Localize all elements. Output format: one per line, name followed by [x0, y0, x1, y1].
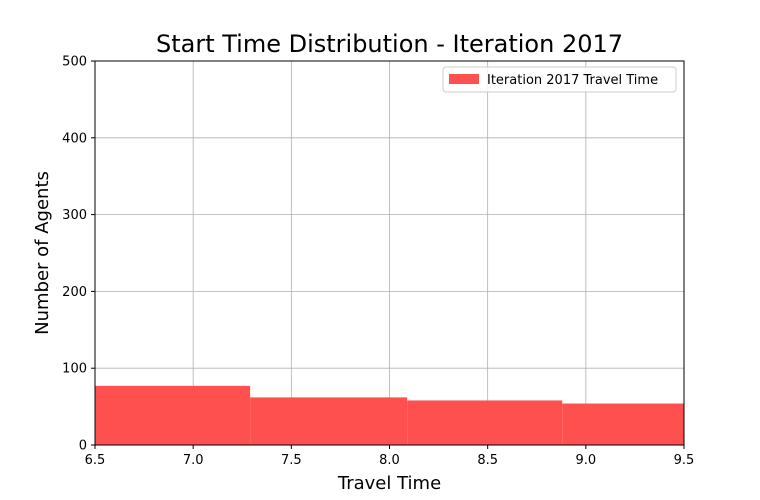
histogram-bar: [562, 403, 684, 445]
x-tick-label: 9.0: [575, 453, 596, 468]
y-tick-label: 300: [62, 208, 87, 223]
y-axis-title: Number of Agents: [32, 171, 53, 335]
legend-swatch: [449, 74, 479, 84]
x-axis-title: Travel Time: [337, 473, 441, 494]
x-tick-label: 9.5: [674, 453, 695, 468]
histogram-bars: [95, 385, 684, 445]
histogram-bar: [95, 385, 251, 445]
legend: Iteration 2017 Travel Time: [442, 66, 677, 93]
histogram-bar: [250, 397, 408, 445]
y-tick-label: 400: [62, 131, 87, 146]
legend-label: Iteration 2017 Travel Time: [487, 73, 658, 88]
x-tick-label: 7.0: [183, 453, 204, 468]
y-tick-label: 100: [62, 362, 87, 377]
x-tick-label: 6.5: [85, 453, 106, 468]
y-tick-label: 200: [62, 285, 87, 300]
legend-box: [442, 66, 677, 93]
x-tick-label: 8.0: [379, 453, 400, 468]
x-tick-label: 7.5: [281, 453, 302, 468]
histogram-bar: [407, 400, 563, 445]
chart-title: Start Time Distribution - Iteration 2017: [156, 30, 623, 58]
axis-ticks: 6.5 7.0 7.5 8.0 8.5 9.0 9.5 0 100 200 300 400 500: [62, 55, 694, 469]
y-tick-label: 0: [79, 439, 87, 454]
x-tick-label: 8.5: [477, 453, 498, 468]
y-tick-label: 500: [62, 55, 87, 70]
